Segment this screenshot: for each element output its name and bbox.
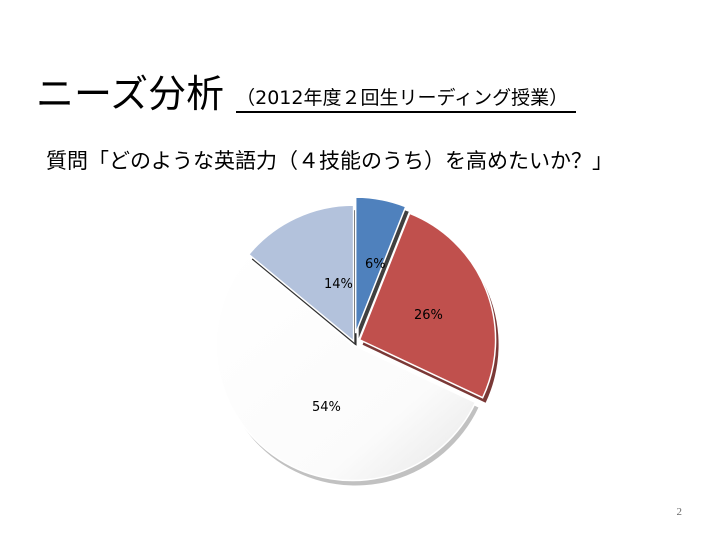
pie-slice-1 — [354, 196, 407, 334]
pie-slice-3 — [215, 256, 477, 482]
pie-label-3: 54% — [312, 400, 341, 415]
pie-slice-2 — [358, 212, 497, 399]
pie-label-1: 6% — [365, 257, 386, 272]
title-subtitle: （2012年度２回生リーディング授業） — [236, 85, 577, 113]
pie-slice-4 — [247, 204, 355, 343]
pie-slices — [215, 196, 497, 482]
page-number: 2 — [676, 506, 683, 518]
pie-label-4: 14% — [324, 277, 353, 292]
title-main: ニーズ分析 — [36, 72, 225, 116]
survey-question: 質問「どのような英語力（４技能のうち）を高めたいか？」 — [46, 149, 613, 173]
pie-labels: 6% 26% 54% 14% — [312, 257, 443, 415]
pie-label-2: 26% — [414, 308, 443, 323]
slide-title: ニーズ分析 （2012年度２回生リーディング授業） — [36, 72, 577, 116]
